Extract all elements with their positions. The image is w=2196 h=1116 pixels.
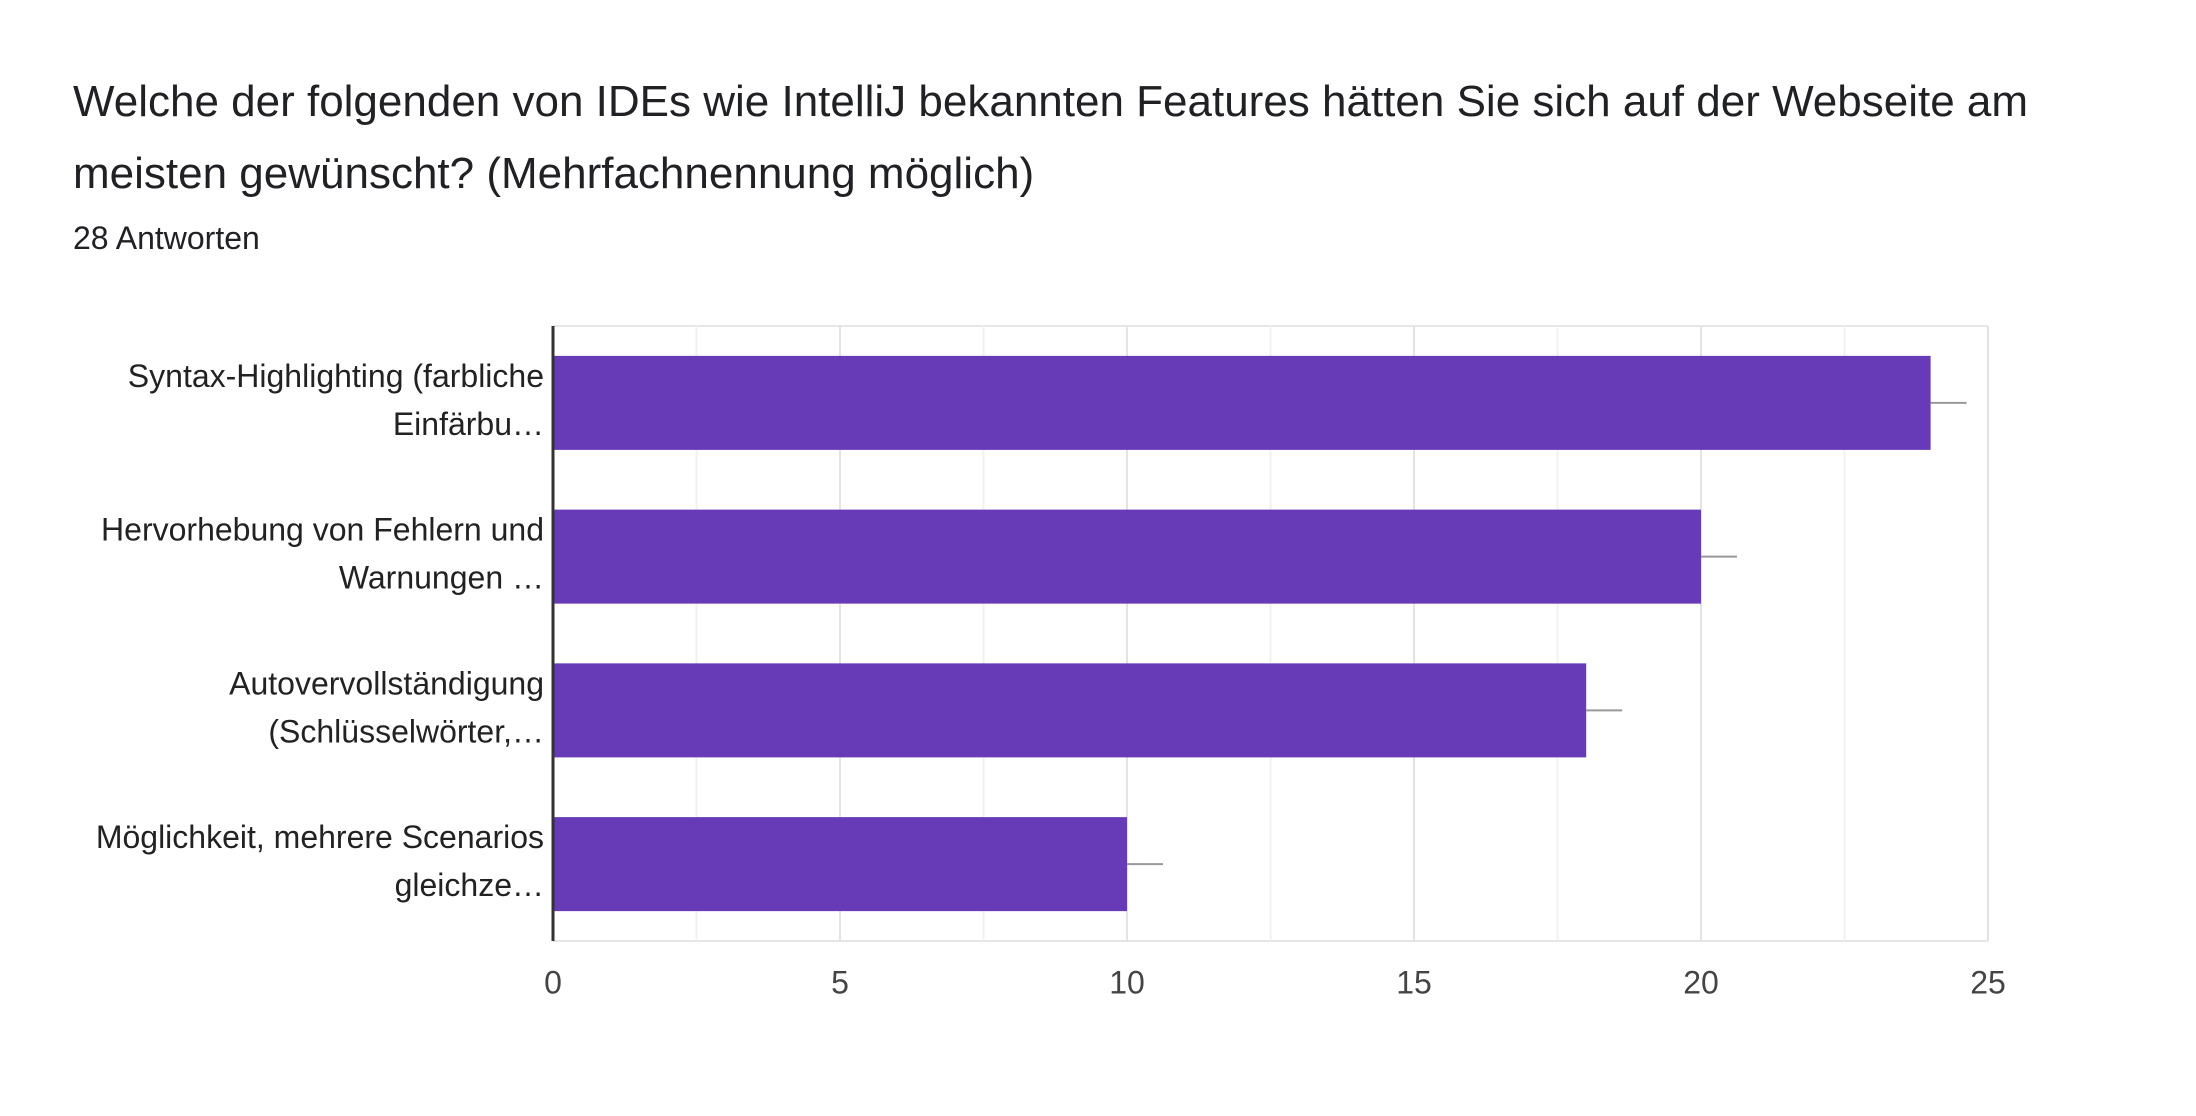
x-tick-label: 20 <box>1683 964 1719 1000</box>
bar[interactable] <box>553 817 1127 912</box>
category-label: Syntax-Highlighting (farbliche Einfärbu… <box>128 358 544 442</box>
category-labels: Syntax-Highlighting (farbliche Einfärbu… H… <box>96 358 544 903</box>
category-label: Autovervollständigung (Schlüsselwörter,… <box>229 666 544 750</box>
bars <box>553 355 1967 912</box>
x-tick-label: 25 <box>1970 964 2006 1000</box>
category-label: Hervorhebung von Fehlern und Warnungen … <box>101 512 544 596</box>
bar[interactable] <box>553 355 1931 450</box>
x-tick-label: 5 <box>831 964 849 1000</box>
response-count: 28 Antworten <box>73 220 260 256</box>
x-tick-label: 10 <box>1109 964 1145 1000</box>
x-tick-label: 0 <box>544 964 562 1000</box>
x-tick-label: 15 <box>1396 964 1432 1000</box>
chart-title: Welche der folgenden von IDEs wie Intell… <box>73 77 2029 198</box>
category-label: Möglichkeit, mehrere Scenarios gleichze… <box>96 820 544 904</box>
bar[interactable] <box>553 663 1587 758</box>
chart-header: Welche der folgenden von IDEs wie Intell… <box>73 66 2153 258</box>
x-tick-labels: 0 5 10 15 20 25 <box>544 964 2006 1000</box>
bar[interactable] <box>553 509 1701 604</box>
